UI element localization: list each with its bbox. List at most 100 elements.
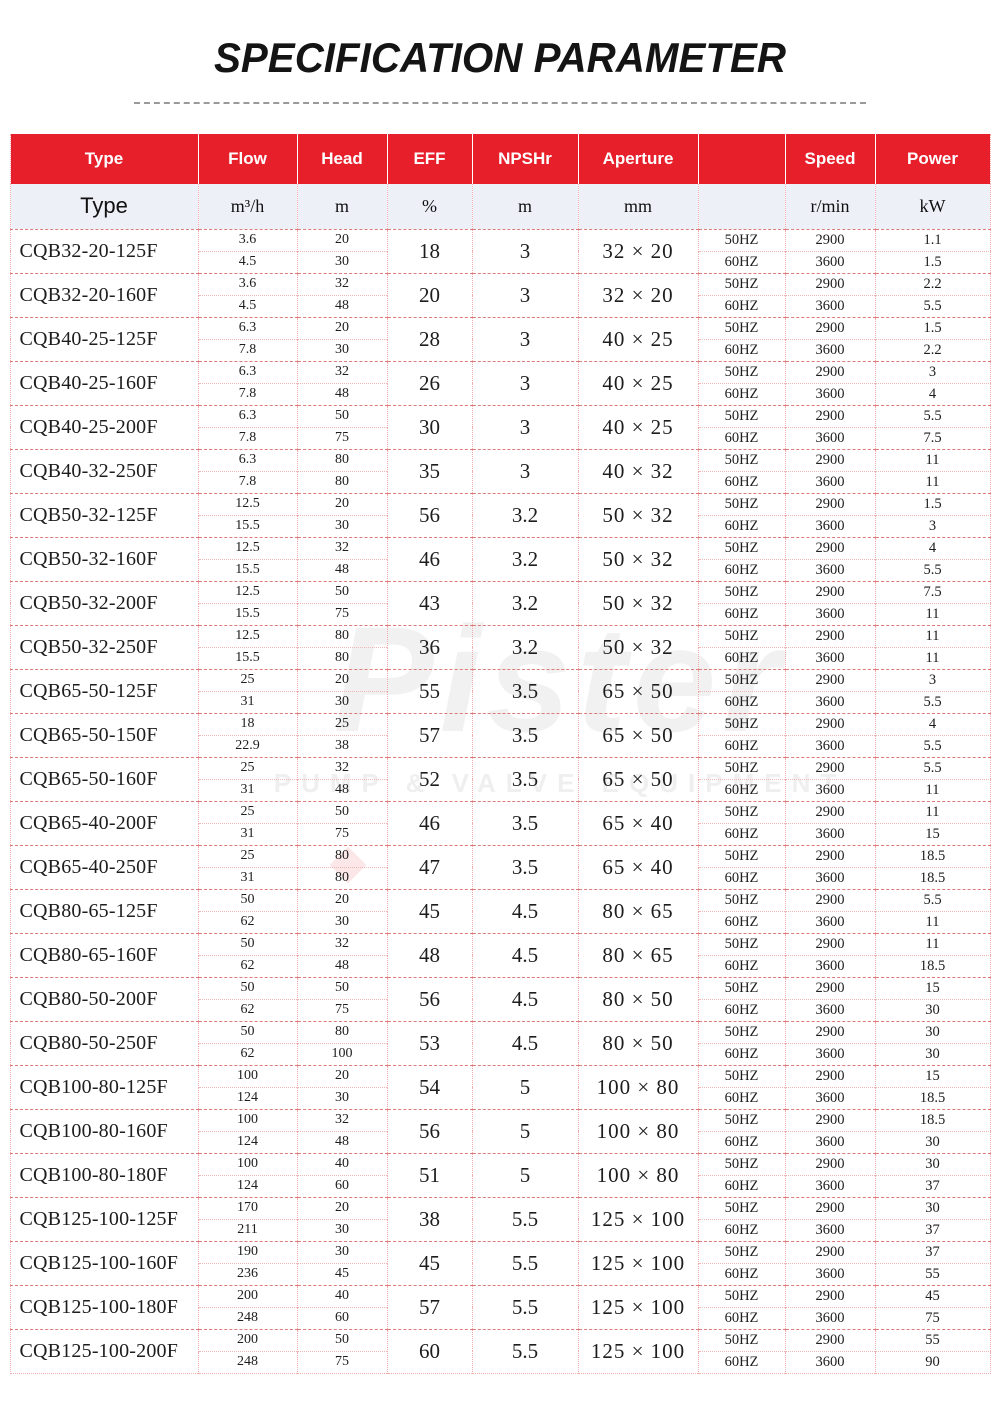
col-header-flow: Flow xyxy=(197,134,297,184)
type-cell: CQB50-32-250F xyxy=(9,624,198,669)
col-header-head: Head xyxy=(296,134,387,184)
hz-label-60: 60HZ xyxy=(697,1306,785,1329)
flow-value-60hz: 22.9 xyxy=(197,734,297,757)
flow-value-50hz: 25 xyxy=(197,668,297,691)
flow-value-60hz: 4.5 xyxy=(197,250,297,273)
flow-value-50hz: 12.5 xyxy=(197,624,297,647)
hz-label-60: 60HZ xyxy=(697,602,785,625)
speed-value-60hz: 3600 xyxy=(784,1262,875,1285)
head-value-60hz: 100 xyxy=(296,1042,387,1065)
hz-label-60: 60HZ xyxy=(697,1130,785,1153)
power-value-60hz: 55 xyxy=(874,1262,990,1285)
npshr-value: 3.5 xyxy=(471,756,578,801)
power-value-50hz: 1.1 xyxy=(874,228,990,251)
pump-row-top: CQB65-40-200F 25 50 46 3.5 65 × 40 50HZ 2900 11 xyxy=(9,800,990,845)
col-header-type: Type xyxy=(10,134,198,184)
aperture-value: 65 × 40 xyxy=(577,844,698,889)
hz-label-60: 60HZ xyxy=(697,1174,785,1197)
head-value-60hz: 30 xyxy=(296,514,387,537)
flow-value-50hz: 25 xyxy=(197,844,297,867)
head-value-50hz: 20 xyxy=(296,1064,387,1087)
aperture-value: 80 × 65 xyxy=(577,888,698,933)
flow-value-50hz: 12.5 xyxy=(197,536,297,559)
pump-row-bottom: 62 48 60HZ 3600 18.5 xyxy=(10,954,990,977)
hz-label-60: 60HZ xyxy=(697,294,785,317)
unit-eff: % xyxy=(386,184,472,229)
type-cell: CQB125-100-200F xyxy=(9,1328,198,1373)
pump-row-top: CQB100-80-160F 100 32 56 5 100 × 80 50HZ 2900 18… xyxy=(9,1108,990,1153)
npshr-value: 4.5 xyxy=(471,976,578,1021)
type-cell: CQB65-40-200F xyxy=(9,800,198,845)
flow-value-60hz: 62 xyxy=(197,1042,297,1065)
power-value-50hz: 45 xyxy=(874,1284,990,1307)
head-value-60hz: 80 xyxy=(296,646,387,669)
flow-value-50hz: 50 xyxy=(197,1020,297,1043)
unit-hz xyxy=(697,184,785,229)
col-header-npshr: NPSHr xyxy=(471,134,578,184)
head-value-50hz: 20 xyxy=(296,888,387,911)
hz-label-60: 60HZ xyxy=(697,1218,785,1241)
power-value-60hz: 11 xyxy=(874,470,990,493)
hz-label-50: 50HZ xyxy=(697,668,785,691)
hz-label-50: 50HZ xyxy=(697,1284,785,1307)
power-value-50hz: 7.5 xyxy=(874,580,990,603)
pump-row-bottom: 124 60 60HZ 3600 37 xyxy=(10,1174,990,1197)
head-value-50hz: 80 xyxy=(296,448,387,471)
type-cell: CQB125-100-180F xyxy=(9,1284,198,1329)
eff-value: 46 xyxy=(386,536,472,581)
power-value-60hz: 11 xyxy=(874,778,990,801)
flow-value-50hz: 50 xyxy=(197,932,297,955)
hz-label-60: 60HZ xyxy=(697,1086,785,1109)
eff-value: 26 xyxy=(386,360,472,405)
speed-value-60hz: 3600 xyxy=(784,690,875,713)
head-value-60hz: 75 xyxy=(296,426,387,449)
type-cell: CQB50-32-200F xyxy=(9,580,198,625)
type-cell: CQB65-50-125F xyxy=(9,668,198,713)
aperture-value: 65 × 50 xyxy=(577,712,698,757)
aperture-value: 65 × 40 xyxy=(577,800,698,845)
power-value-60hz: 30 xyxy=(874,1042,990,1065)
hz-label-50: 50HZ xyxy=(697,448,785,471)
unit-type: Type xyxy=(9,184,198,229)
head-value-50hz: 80 xyxy=(296,844,387,867)
head-value-60hz: 48 xyxy=(296,1130,387,1153)
power-value-50hz: 18.5 xyxy=(874,844,990,867)
power-value-60hz: 11 xyxy=(874,602,990,625)
power-value-50hz: 1.5 xyxy=(874,492,990,515)
pump-row-top: CQB50-32-250F 12.5 80 36 3.2 50 × 32 50HZ 2900 1… xyxy=(9,624,990,669)
pump-row-bottom: 22.9 38 60HZ 3600 5.5 xyxy=(10,734,990,757)
eff-value: 60 xyxy=(386,1328,472,1373)
type-cell: CQB100-80-125F xyxy=(9,1064,198,1109)
aperture-value: 40 × 25 xyxy=(577,316,698,361)
pump-row-bottom: 31 75 60HZ 3600 15 xyxy=(10,822,990,845)
hz-label-50: 50HZ xyxy=(697,1108,785,1131)
power-value-50hz: 4 xyxy=(874,536,990,559)
pump-row-bottom: 15.5 48 60HZ 3600 5.5 xyxy=(10,558,990,581)
speed-value-60hz: 3600 xyxy=(784,778,875,801)
pump-row-top: CQB100-80-180F 100 40 51 5 100 × 80 50HZ 2900 30 xyxy=(9,1152,990,1197)
eff-value: 28 xyxy=(386,316,472,361)
speed-value-50hz: 2900 xyxy=(784,316,875,339)
npshr-value: 5 xyxy=(471,1152,578,1197)
pump-row-top: CQB125-100-160F 190 30 45 5.5 125 × 100 50HZ 29… xyxy=(9,1240,990,1285)
pump-row-bottom: 31 30 60HZ 3600 5.5 xyxy=(10,690,990,713)
aperture-value: 125 × 100 xyxy=(577,1196,698,1241)
pump-row-bottom: 4.5 30 60HZ 3600 1.5 xyxy=(10,250,990,273)
pump-row-bottom: 62 75 60HZ 3600 30 xyxy=(10,998,990,1021)
eff-value: 54 xyxy=(386,1064,472,1109)
speed-value-60hz: 3600 xyxy=(784,470,875,493)
power-value-50hz: 4 xyxy=(874,712,990,735)
pump-row-top: CQB50-32-200F 12.5 50 43 3.2 50 × 32 50HZ 2900 7… xyxy=(9,580,990,625)
power-value-60hz: 75 xyxy=(874,1306,990,1329)
head-value-50hz: 50 xyxy=(296,1328,387,1351)
units-row: Type m³/h m % m mm r/min kW xyxy=(9,184,990,229)
head-value-50hz: 20 xyxy=(296,316,387,339)
speed-value-50hz: 2900 xyxy=(784,844,875,867)
unit-npshr: m xyxy=(471,184,578,229)
aperture-value: 125 × 100 xyxy=(577,1240,698,1285)
flow-value-50hz: 100 xyxy=(197,1108,297,1131)
power-value-60hz: 30 xyxy=(874,1130,990,1153)
speed-value-50hz: 2900 xyxy=(784,668,875,691)
head-value-60hz: 48 xyxy=(296,954,387,977)
pump-row-top: CQB40-25-125F 6.3 20 28 3 40 × 25 50HZ 2900 1.5 xyxy=(9,316,990,361)
